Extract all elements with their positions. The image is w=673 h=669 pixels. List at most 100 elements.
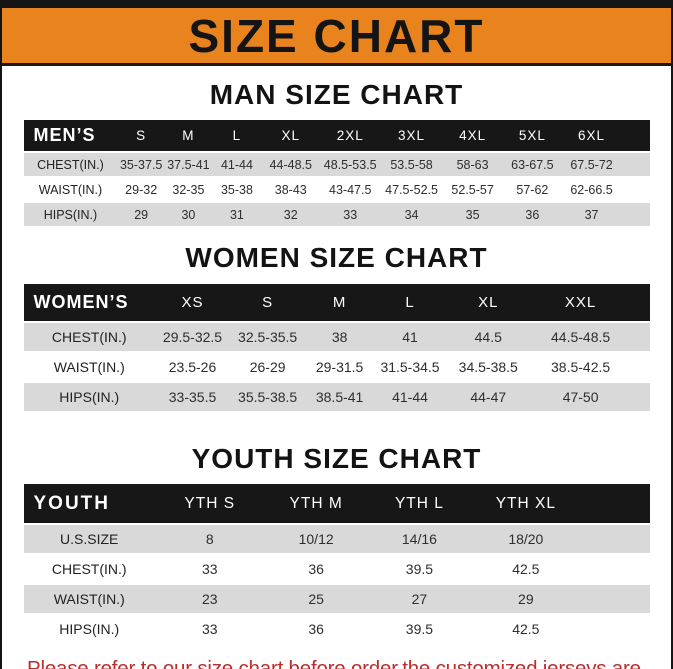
women-corner-label: WOMEN’S <box>23 283 155 322</box>
table-cell: 27 <box>367 584 472 615</box>
table-cell: 53.5-58 <box>380 152 443 178</box>
women-size-header: XXL <box>530 283 631 322</box>
row-label: CHEST(IN.) <box>23 152 118 178</box>
table-cell: 29 <box>471 584 581 615</box>
table-cell: 47-50 <box>530 381 631 411</box>
youth-size-header: YTH XL <box>471 484 581 525</box>
size-chart-banner: SIZE CHART <box>2 8 671 66</box>
table-cell: 25 <box>264 584 368 615</box>
table-cell: 41 <box>374 321 447 352</box>
table-cell: 33 <box>319 202 381 227</box>
table-cell: 42.5 <box>471 554 581 585</box>
women-size-header: XS <box>154 283 231 322</box>
spacer-cell <box>630 283 650 322</box>
spacer-cell <box>621 202 650 227</box>
table-cell: 39.5 <box>367 614 472 644</box>
table-cell: 38 <box>305 321 375 352</box>
table-cell: 57-62 <box>502 177 562 203</box>
men-size-header: L <box>211 120 262 153</box>
table-cell: 44-48.5 <box>261 152 320 178</box>
table-cell: 41-44 <box>211 152 262 178</box>
row-label: U.S.SIZE <box>23 524 155 555</box>
men-hips-row: HIPS(IN.) 29 30 31 32 33 34 35 36 37 <box>23 202 650 227</box>
table-cell: 47.5-52.5 <box>380 177 443 203</box>
top-black-bar <box>2 0 671 8</box>
spacer-cell <box>580 524 650 555</box>
men-size-header: 3XL <box>380 120 443 153</box>
table-cell: 41-44 <box>374 381 447 411</box>
spacer-cell <box>580 554 650 585</box>
row-label: HIPS(IN.) <box>23 381 155 411</box>
table-cell: 36 <box>264 614 368 644</box>
row-label: WAIST(IN.) <box>23 177 118 203</box>
men-size-table: MEN’S S M L XL 2XL 3XL 4XL 5XL 6XL CHEST… <box>23 120 650 227</box>
table-cell: 23.5-26 <box>154 351 231 382</box>
youth-size-header: YTH M <box>264 484 368 525</box>
table-cell: 34 <box>380 202 443 227</box>
table-cell: 30 <box>164 202 212 227</box>
spacer-cell <box>580 614 650 644</box>
table-cell: 35 <box>442 202 503 227</box>
table-cell: 29-31.5 <box>305 351 375 382</box>
table-cell: 31 <box>211 202 262 227</box>
spacer-cell <box>621 152 650 178</box>
disclaimer-text: Please refer to our size chart before or… <box>27 656 647 669</box>
women-waist-row: WAIST(IN.) 23.5-26 26-29 29-31.5 31.5-34… <box>23 351 650 382</box>
youth-chest-row: CHEST(IN.) 33 36 39.5 42.5 <box>23 554 650 585</box>
table-cell: 62-66.5 <box>561 177 622 203</box>
youth-size-table: YOUTH YTH S YTH M YTH L YTH XL U.S.SIZE … <box>23 484 650 644</box>
table-cell: 26-29 <box>230 351 306 382</box>
table-cell: 43-47.5 <box>319 177 381 203</box>
men-waist-row: WAIST(IN.) 29-32 32-35 35-38 38-43 43-47… <box>23 177 650 203</box>
table-cell: 38.5-42.5 <box>530 351 631 382</box>
youth-size-header: YTH S <box>154 484 265 525</box>
spacer-cell <box>621 177 650 203</box>
women-size-header: S <box>230 283 306 322</box>
page-title: SIZE CHART <box>188 9 485 62</box>
table-cell: 42.5 <box>471 614 581 644</box>
table-cell: 33 <box>154 614 265 644</box>
men-size-header: S <box>117 120 165 153</box>
men-corner-label: MEN’S <box>23 120 118 153</box>
men-size-header: XL <box>261 120 320 153</box>
men-size-header: 4XL <box>442 120 503 153</box>
women-size-header: XL <box>446 283 531 322</box>
table-cell: 44.5 <box>446 321 531 352</box>
row-label: WAIST(IN.) <box>23 351 155 382</box>
table-cell: 35-37.5 <box>117 152 165 178</box>
table-cell: 67.5-72 <box>561 152 622 178</box>
table-cell: 8 <box>154 524 265 555</box>
table-cell: 29-32 <box>117 177 165 203</box>
spacer-cell <box>621 120 650 153</box>
table-cell: 52.5-57 <box>442 177 503 203</box>
women-size-header: L <box>374 283 447 322</box>
table-cell: 34.5-38.5 <box>446 351 531 382</box>
table-cell: 29.5-32.5 <box>154 321 231 352</box>
table-cell: 38.5-41 <box>305 381 375 411</box>
youth-size-header: YTH L <box>367 484 472 525</box>
women-size-table: WOMEN’S XS S M L XL XXL CHEST(IN.) 29.5-… <box>23 283 650 411</box>
disclaimer-line-1: Please refer to our size chart before or… <box>27 657 641 669</box>
table-cell: 35.5-38.5 <box>230 381 306 411</box>
row-label: CHEST(IN.) <box>23 321 155 352</box>
men-chest-row: CHEST(IN.) 35-37.5 37.5-41 41-44 44-48.5… <box>23 152 650 178</box>
table-cell: 36 <box>502 202 562 227</box>
spacer-cell <box>580 484 650 525</box>
table-cell: 32-35 <box>164 177 212 203</box>
youth-section-title: YOUTH SIZE CHART <box>191 442 482 474</box>
spacer-cell <box>580 584 650 615</box>
row-label: HIPS(IN.) <box>23 202 118 227</box>
row-label: WAIST(IN.) <box>23 584 155 615</box>
men-size-header: M <box>164 120 212 153</box>
women-size-header: M <box>305 283 375 322</box>
table-cell: 14/16 <box>367 524 472 555</box>
row-label: CHEST(IN.) <box>23 554 155 585</box>
table-cell: 23 <box>154 584 265 615</box>
table-cell: 33 <box>154 554 265 585</box>
youth-corner-label: YOUTH <box>23 484 155 525</box>
table-cell: 44.5-48.5 <box>530 321 631 352</box>
men-size-header: 6XL <box>561 120 622 153</box>
table-cell: 37 <box>561 202 622 227</box>
man-section-title: MAN SIZE CHART <box>209 79 464 110</box>
